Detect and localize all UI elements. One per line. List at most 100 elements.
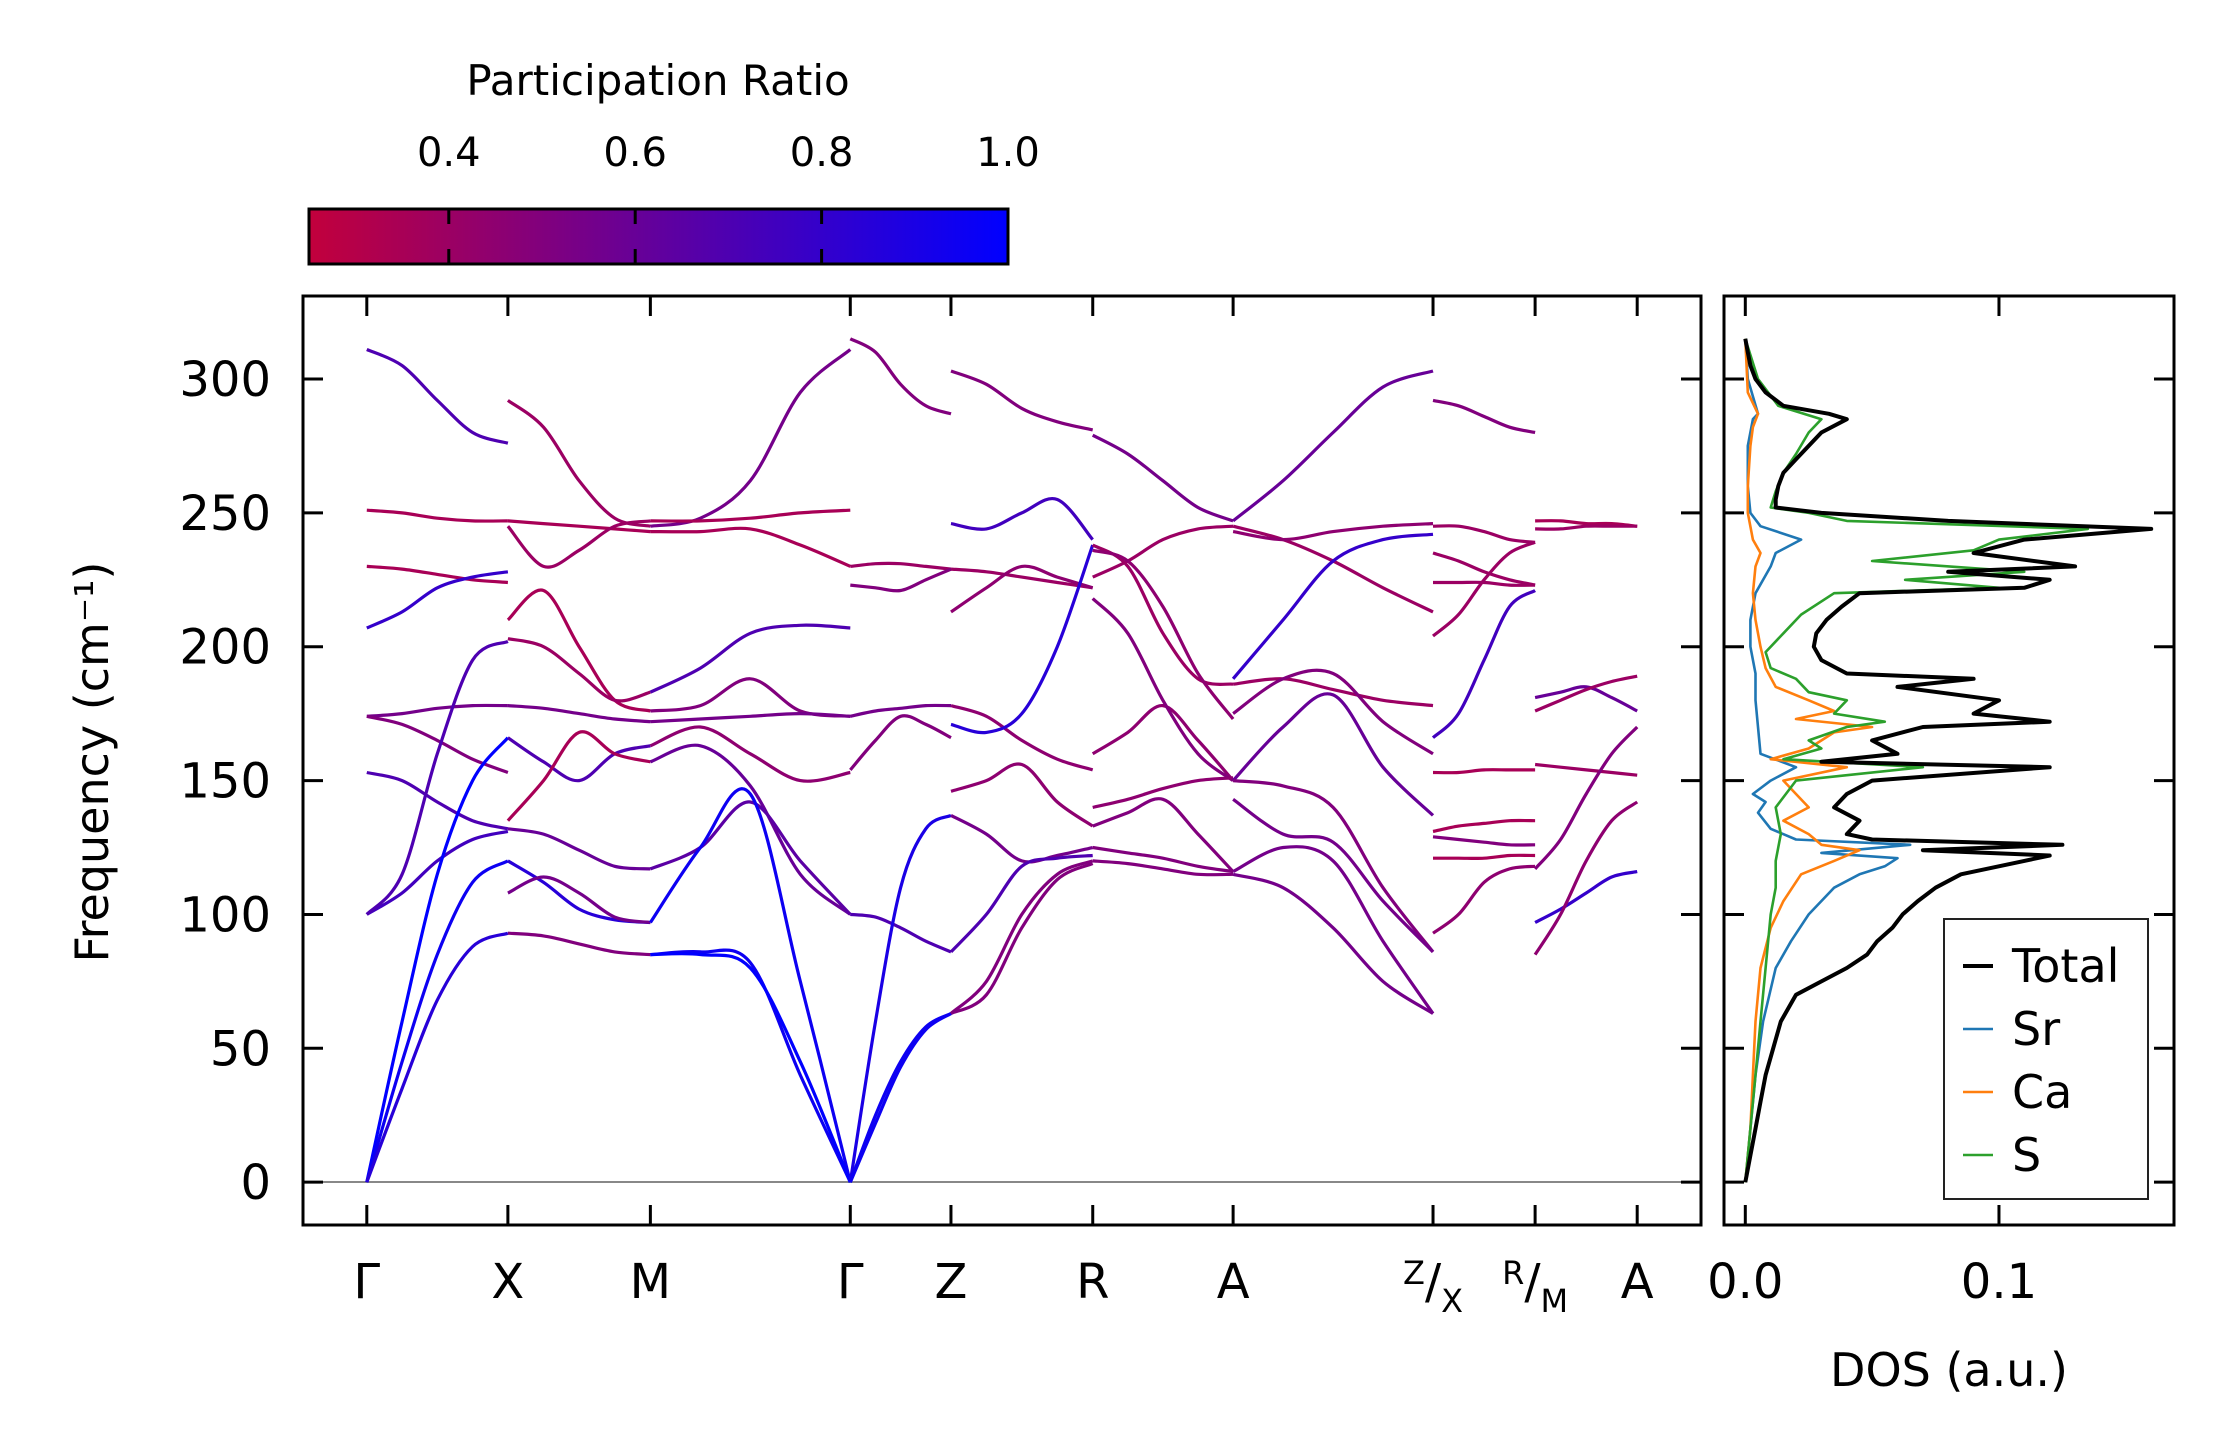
- phonon-band: [849, 703, 952, 718]
- phonon-band: [848, 1012, 952, 1183]
- phonon-band: [366, 714, 509, 774]
- main-axis-ticks: 0 50 100 150 200 250 300 Γ X M Γ Z R A Z/X R/M A: [179, 296, 2174, 1320]
- dos-curve-sr: [1744, 338, 1912, 1183]
- phonon-band: [1232, 369, 1434, 523]
- x-tick-label: R: [1076, 1254, 1109, 1310]
- dos-plot: 0.0 0.1 DOS (a.u.) Total Sr Ca S: [1707, 294, 2176, 1397]
- phonon-band: [950, 496, 1094, 541]
- band-structure-plot: 0 50 100 150 200 250 300 Γ X M Γ Z R A Z/X R/M A Frequen…: [65, 294, 2174, 1320]
- x-tick-label: A: [1621, 1254, 1654, 1310]
- phonon-band: [1091, 597, 1235, 782]
- dos-x-tick-label: 0.1: [1961, 1254, 2037, 1310]
- phonon-band: [950, 567, 1093, 590]
- phonon-band: [1091, 433, 1234, 523]
- phonon-band: [1232, 779, 1435, 953]
- phonon-band: [1091, 543, 1234, 686]
- phonon-band: [1534, 762, 1638, 777]
- phonon-band: [1534, 870, 1638, 924]
- phonon-band: [366, 508, 508, 523]
- phonon-band: [950, 704, 1094, 772]
- x-tick-label: R/M: [1502, 1254, 1568, 1320]
- phonon-band: [365, 931, 509, 1183]
- dos-curves: [1743, 338, 2154, 1183]
- phonon-band: [507, 704, 651, 724]
- phonon-band: [650, 348, 852, 528]
- phonon-band: [506, 519, 651, 569]
- x-tick-label: Γ: [353, 1254, 380, 1310]
- x-tick-label: A: [1217, 1254, 1250, 1310]
- phonon-band: [950, 369, 1094, 432]
- y-tick-label: 250: [179, 486, 271, 542]
- phonon-band: [949, 853, 1093, 954]
- phonon-band: [650, 952, 852, 1183]
- phonon-band: [507, 827, 651, 871]
- phonon-band: [1232, 845, 1435, 1015]
- phonon-band: [1232, 677, 1434, 708]
- y-tick-label: 300: [179, 352, 271, 408]
- phonon-band: [1432, 768, 1536, 775]
- phonon-band: [850, 567, 952, 593]
- y-tick-label: 50: [210, 1021, 271, 1077]
- phonon-band: [650, 711, 851, 724]
- phonon-band: [365, 736, 510, 1183]
- legend-label-s: S: [2012, 1128, 2041, 1182]
- y-tick-label: 150: [179, 754, 271, 810]
- phonon-band: [1232, 797, 1435, 954]
- phonon-band: [1431, 589, 1536, 739]
- phonon-band: [1433, 853, 1536, 861]
- phonon-band: [950, 544, 1095, 735]
- phonon-band: [1432, 864, 1536, 935]
- phonon-band: [848, 813, 952, 1183]
- phonon-band: [1533, 725, 1639, 870]
- phonon-band: [1432, 818, 1536, 833]
- colorbar-tick-label: 0.6: [603, 130, 667, 176]
- phonon-band: [848, 1012, 952, 1183]
- phonon-band: [1232, 668, 1434, 756]
- phonon-band: [950, 862, 1094, 1015]
- phonon-band: [1432, 398, 1536, 435]
- phonon-band: [1432, 524, 1536, 544]
- phonon-band: [366, 770, 509, 831]
- phonon-band: [507, 519, 651, 534]
- colorbar-title: Participation Ratio: [466, 56, 849, 105]
- colorbar: Participation Ratio 0.4 0.6 0.8 1.0: [307, 56, 1040, 266]
- dos-axes-frame: [1722, 294, 2176, 1227]
- phonon-band: [507, 637, 651, 703]
- phonon-band: [950, 762, 1094, 828]
- colorbar-tick-label: 1.0: [976, 130, 1040, 176]
- phonon-band: [650, 508, 851, 523]
- phonon-band: [1534, 674, 1638, 713]
- phonon-band: [366, 703, 508, 718]
- phonon-band: [507, 875, 651, 925]
- phonon-band: [1534, 685, 1638, 713]
- phonon-band: [1092, 776, 1234, 809]
- phonon-band: [1092, 524, 1234, 579]
- phonon-band: [366, 570, 509, 630]
- legend-label-ca: Ca: [2012, 1065, 2072, 1119]
- dos-axis-ticks: 0.0 0.1: [1707, 296, 2037, 1310]
- phonon-band: [649, 623, 851, 694]
- phonon-band: [649, 787, 852, 1183]
- phonon-band: [365, 859, 509, 1183]
- phonon-band: [1092, 859, 1234, 877]
- y-tick-label: 200: [179, 620, 271, 676]
- phonon-band: [1432, 835, 1536, 847]
- dos-curve-total: [1743, 338, 2154, 1183]
- phonon-band: [506, 730, 651, 822]
- y-axis-label: Frequency (cm⁻¹): [65, 562, 119, 963]
- x-tick-label: Γ: [837, 1254, 864, 1310]
- phonon-band: [1092, 548, 1235, 720]
- phonon-band: [1092, 845, 1234, 874]
- phonon-band: [849, 714, 952, 771]
- y-tick-label: 100: [179, 887, 271, 943]
- phonon-band: [850, 912, 952, 954]
- phonon-band: [1091, 704, 1235, 782]
- phonon-band: [649, 743, 852, 916]
- phonon-band: [849, 337, 952, 416]
- x-tick-label: Z/X: [1403, 1254, 1463, 1320]
- dos-x-tick-label: 0.0: [1707, 1254, 1783, 1310]
- legend-label-total: Total: [2011, 939, 2119, 993]
- colorbar-tick-label: 0.8: [790, 130, 854, 176]
- phonon-band: [365, 639, 509, 916]
